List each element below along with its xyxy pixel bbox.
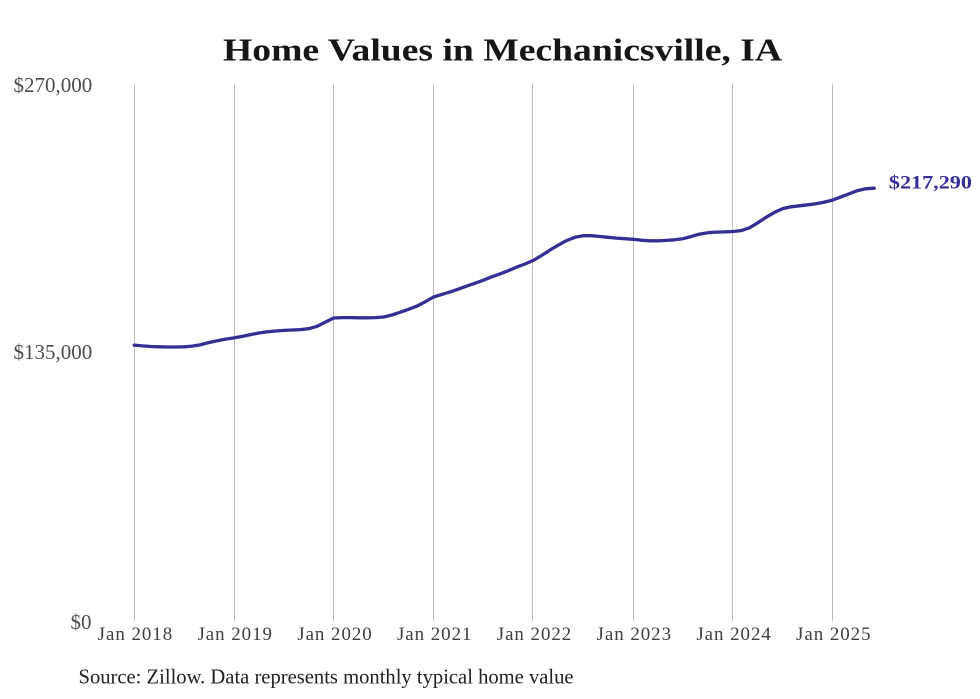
svg-text:$135,000: $135,000 [14,340,93,364]
svg-text:Jan 2021: Jan 2021 [397,624,472,645]
svg-text:Jan 2020: Jan 2020 [297,624,372,645]
svg-text:Jan 2019: Jan 2019 [197,624,272,645]
svg-text:$270,000: $270,000 [14,73,93,97]
svg-text:Source: Zillow. Data represent: Source: Zillow. Data represents monthly … [79,666,574,688]
svg-text:Jan 2023: Jan 2023 [597,624,672,645]
svg-text:Jan 2022: Jan 2022 [497,624,572,645]
svg-text:Jan 2018: Jan 2018 [98,624,173,645]
svg-text:$217,290: $217,290 [889,173,972,194]
svg-text:Jan 2024: Jan 2024 [696,624,771,645]
svg-text:Home Values in Mechanicsville,: Home Values in Mechanicsville, IA [223,33,782,68]
svg-text:$0: $0 [71,610,92,634]
svg-text:Jan 2025: Jan 2025 [796,624,871,645]
